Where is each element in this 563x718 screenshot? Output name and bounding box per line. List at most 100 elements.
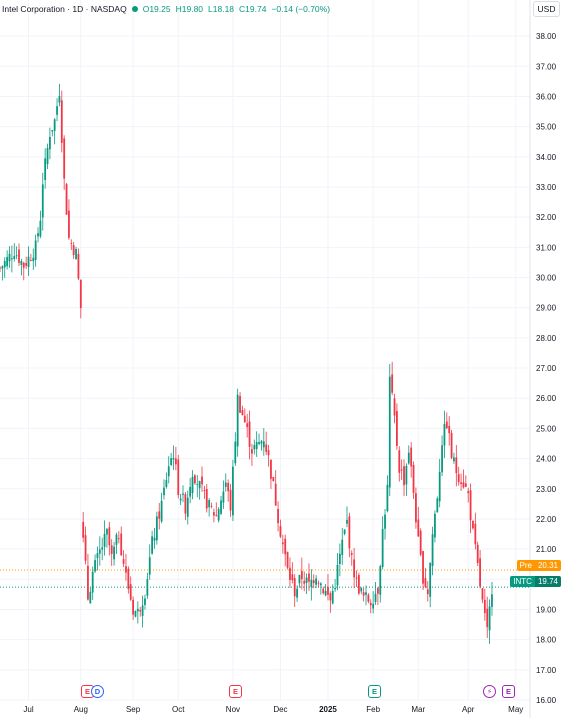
candle[interactable] <box>229 483 232 517</box>
candle[interactable] <box>22 261 25 281</box>
candle[interactable] <box>474 512 477 550</box>
candle[interactable] <box>177 454 180 499</box>
candle[interactable] <box>334 579 337 592</box>
candle[interactable] <box>134 610 137 618</box>
candle[interactable] <box>270 459 272 489</box>
candle[interactable] <box>117 531 120 544</box>
candle[interactable] <box>94 554 96 574</box>
candle[interactable] <box>37 227 39 243</box>
candle[interactable] <box>98 536 101 566</box>
candle[interactable] <box>120 526 123 556</box>
candle[interactable] <box>10 245 13 273</box>
candle[interactable] <box>353 547 356 589</box>
candle[interactable] <box>453 452 455 464</box>
candle[interactable] <box>426 581 429 602</box>
candle[interactable] <box>388 364 391 497</box>
time-axis[interactable]: Jul Aug Sep Oct Nov Dec 2025 Feb Mar Apr May <box>23 705 523 714</box>
earnings-event-icon[interactable]: E <box>368 685 381 698</box>
candle[interactable] <box>298 574 301 588</box>
candle[interactable] <box>381 516 384 570</box>
candle[interactable] <box>481 588 484 604</box>
candle[interactable] <box>82 511 85 543</box>
candle[interactable] <box>393 393 396 424</box>
candle[interactable] <box>362 587 365 602</box>
candle[interactable] <box>365 585 367 606</box>
candle[interactable] <box>198 480 201 500</box>
candle[interactable] <box>220 495 222 516</box>
candle[interactable] <box>255 431 258 457</box>
candle[interactable] <box>415 487 417 529</box>
candle[interactable] <box>227 479 230 502</box>
candle[interactable] <box>115 532 118 555</box>
candle[interactable] <box>281 534 284 554</box>
candle[interactable] <box>96 546 99 571</box>
candle[interactable] <box>8 246 11 268</box>
candle[interactable] <box>469 483 472 534</box>
candle[interactable] <box>129 576 132 601</box>
candle[interactable] <box>91 566 94 600</box>
candle[interactable] <box>236 388 239 457</box>
candle[interactable] <box>46 143 49 170</box>
candle[interactable] <box>248 410 251 460</box>
candle[interactable] <box>277 501 279 532</box>
candle[interactable] <box>174 446 177 471</box>
candle[interactable] <box>386 475 389 513</box>
candle[interactable] <box>336 553 339 591</box>
candle[interactable] <box>360 587 363 595</box>
candle[interactable] <box>136 601 139 624</box>
candle[interactable] <box>448 416 451 446</box>
candle[interactable] <box>343 529 346 536</box>
candle[interactable] <box>44 148 47 189</box>
candle[interactable] <box>127 566 130 594</box>
candle[interactable] <box>63 135 66 190</box>
candle[interactable] <box>84 526 87 565</box>
candle[interactable] <box>65 183 68 215</box>
candle[interactable] <box>125 553 127 581</box>
candle[interactable] <box>464 475 467 488</box>
candle[interactable] <box>15 246 18 260</box>
candle[interactable] <box>146 572 149 599</box>
candle[interactable] <box>488 599 491 644</box>
candle[interactable] <box>184 491 187 521</box>
candle[interactable] <box>483 588 486 621</box>
candle[interactable] <box>208 498 211 517</box>
candle[interactable] <box>331 584 334 605</box>
candle[interactable] <box>213 508 215 523</box>
candle[interactable] <box>450 429 453 460</box>
candle[interactable] <box>346 506 348 528</box>
candle[interactable] <box>329 591 332 613</box>
candle[interactable] <box>6 250 9 270</box>
candle[interactable] <box>232 459 234 521</box>
candle[interactable] <box>32 248 35 270</box>
split-event-icon[interactable]: ⚡ <box>483 685 496 698</box>
candle[interactable] <box>68 199 70 240</box>
candle[interactable] <box>58 83 61 107</box>
candle[interactable] <box>262 428 265 456</box>
candle[interactable] <box>384 509 386 540</box>
candle[interactable] <box>132 596 134 621</box>
candle[interactable] <box>324 584 327 597</box>
candle[interactable] <box>431 526 434 576</box>
candle[interactable] <box>234 432 237 467</box>
candle[interactable] <box>305 573 308 594</box>
candle[interactable] <box>258 433 260 446</box>
candle[interactable] <box>53 118 56 145</box>
price-axis[interactable]: 16.0017.0018.0019.0020.0021.0022.0023.00… <box>536 32 557 705</box>
candle[interactable] <box>27 246 30 276</box>
candle[interactable] <box>279 519 282 539</box>
candle[interactable] <box>217 507 220 523</box>
candle[interactable] <box>20 258 23 276</box>
candle[interactable] <box>403 459 405 497</box>
candle[interactable] <box>315 575 317 589</box>
candle[interactable] <box>289 557 291 588</box>
candle[interactable] <box>56 98 58 122</box>
candle[interactable] <box>0 266 1 272</box>
candle[interactable] <box>467 487 470 503</box>
candle[interactable] <box>75 246 77 260</box>
candle[interactable] <box>3 257 6 279</box>
candle[interactable] <box>441 435 443 476</box>
candle[interactable] <box>101 537 104 561</box>
candle[interactable] <box>196 475 199 498</box>
candle[interactable] <box>267 444 270 467</box>
